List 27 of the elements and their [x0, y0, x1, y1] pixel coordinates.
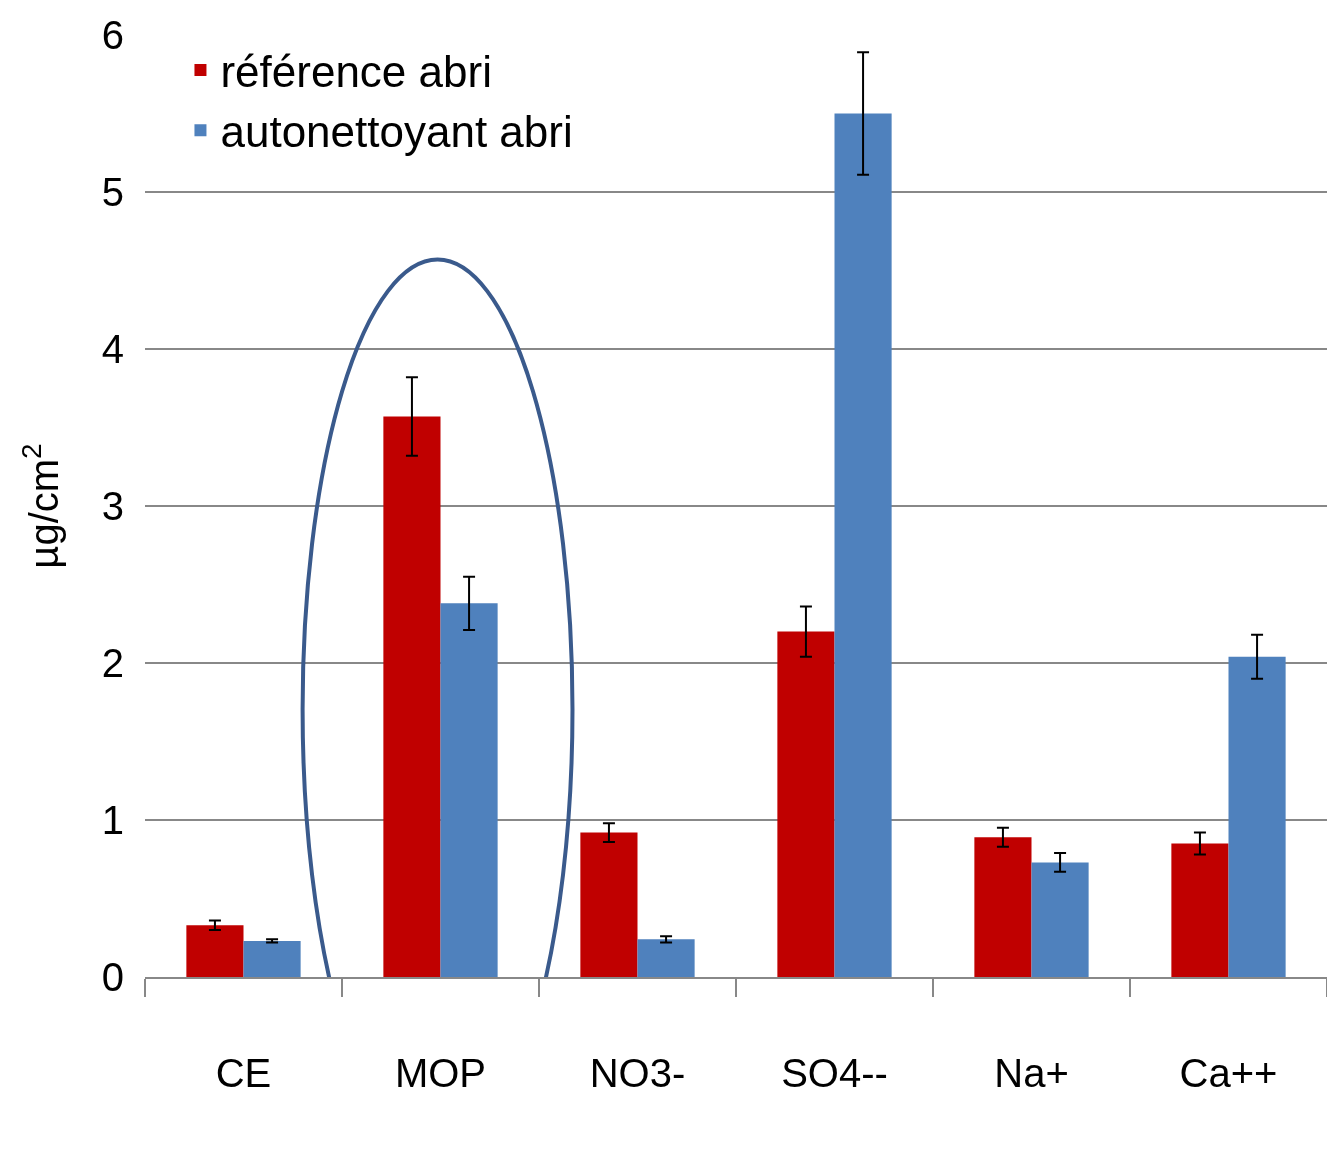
- bar: [637, 939, 695, 977]
- bar: [1031, 862, 1089, 977]
- x-tick-label: Ca++: [1179, 1051, 1278, 1095]
- bar: [243, 940, 301, 977]
- x-tick-label: CE: [215, 1051, 272, 1095]
- bar: [834, 113, 892, 977]
- bar: [1171, 843, 1229, 977]
- x-tick-label: NO3-: [589, 1051, 686, 1095]
- y-tick-label: 1: [101, 798, 124, 842]
- bar: [383, 416, 441, 977]
- bar: [974, 837, 1032, 977]
- y-tick-label: 6: [101, 13, 124, 57]
- y-tick-label: 5: [101, 170, 124, 214]
- x-tick-label: Na+: [994, 1051, 1069, 1095]
- bar: [777, 631, 835, 977]
- y-tick-label: 2: [101, 641, 124, 685]
- legend-label: autonettoyant abri: [220, 107, 573, 157]
- bar: [440, 603, 498, 977]
- bar: [186, 925, 244, 977]
- y-tick-label: 4: [101, 327, 124, 371]
- legend-label: référence abri: [220, 47, 492, 97]
- x-tick-label: SO4--: [781, 1051, 888, 1095]
- y-tick-label: 0: [101, 955, 124, 999]
- bar: [1228, 656, 1286, 977]
- y-tick-label: 3: [101, 484, 124, 528]
- bar: [580, 832, 638, 977]
- x-tick-label: MOP: [394, 1051, 487, 1095]
